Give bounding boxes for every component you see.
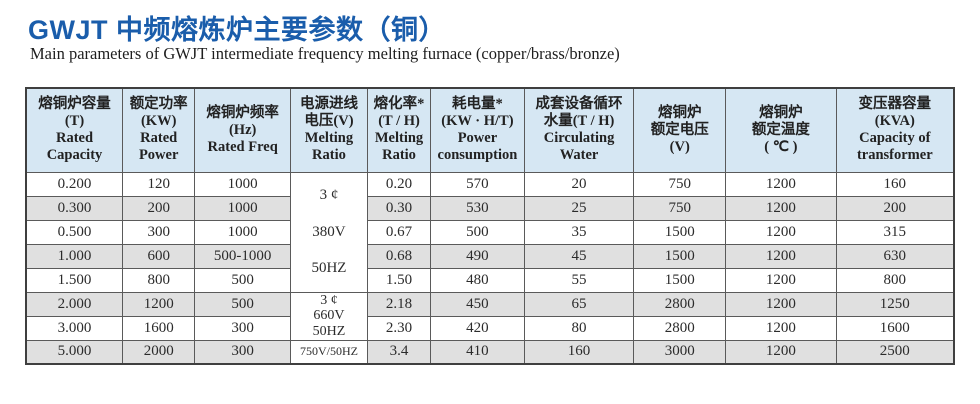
table-cell: 55 [523, 267, 635, 293]
table-cell: 1200 [121, 291, 196, 317]
table-cell: 200 [121, 195, 196, 221]
table-header-row: 熔铜炉容量 (T) Rated Capacity 额定功率 (KW) Rated… [25, 87, 955, 173]
table-row: 3.000 1600 300 2.30 420 80 2800 1200 160… [25, 315, 955, 341]
table-cell: 3.4 [366, 339, 432, 365]
table-cell: 600 [121, 243, 196, 269]
table-cell: 1200 [725, 267, 837, 293]
table-cell: 300 [121, 219, 196, 245]
table-cell: 1600 [121, 315, 196, 341]
table-cell: 500 [194, 267, 291, 293]
table-cell: 2000 [121, 339, 196, 365]
column-header-rated-capacity: 熔铜炉容量 (T) Rated Capacity [25, 87, 123, 173]
table-cell: 1200 [725, 195, 837, 221]
table-row: 1.500 800 500 1.50 480 55 1500 1200 800 [25, 267, 955, 293]
table-cell: 570 [430, 171, 525, 197]
table-cell: 35 [523, 219, 635, 245]
table-cell: 315 [835, 219, 955, 245]
table-cell: 2.000 [25, 291, 123, 317]
table-cell: 120 [121, 171, 196, 197]
table-cell: 750 [633, 171, 727, 197]
column-header-rated-freq: 熔铜炉频率 (Hz) Rated Freq [194, 87, 291, 173]
table-cell: 500 [430, 219, 525, 245]
table-cell: 2800 [633, 291, 727, 317]
table-cell: 1.000 [25, 243, 123, 269]
table-cell: 1200 [725, 315, 837, 341]
table-cell: 0.68 [366, 243, 432, 269]
page-subtitle: Main parameters of GWJT intermediate fre… [30, 44, 620, 63]
table-cell: 65 [523, 291, 635, 317]
table-cell: 480 [430, 267, 525, 293]
table-cell: 300 [194, 339, 291, 365]
table-cell: 0.500 [25, 219, 123, 245]
table-row: 0.200 120 1000 3 ¢ 380V 50HZ 0.20 570 20… [25, 171, 955, 293]
table-cell: 2500 [835, 339, 955, 365]
table-cell: 420 [430, 315, 525, 341]
table-cell: 530 [430, 195, 525, 221]
table-cell: 5.000 [25, 339, 123, 365]
table-cell: 3000 [633, 339, 727, 365]
column-header-rated-temperature: 熔铜炉 额定温度 ( ℃ ) [725, 87, 837, 173]
table-row: 1.000 600 500-1000 0.68 490 45 1500 1200… [25, 243, 955, 269]
table-cell: 410 [430, 339, 525, 365]
table-cell: 750 [633, 195, 727, 221]
column-header-melting-ratio: 熔化率* (T / H) Melting Ratio [366, 87, 432, 173]
table-cell: 1500 [633, 219, 727, 245]
column-header-rated-voltage: 熔铜炉 额定电压 (V) [633, 87, 727, 173]
table-row: 2.000 1200 500 3 ¢ 660V 50HZ 2.18 450 65… [25, 291, 955, 341]
table-cell: 630 [835, 243, 955, 269]
table-cell: 1500 [633, 267, 727, 293]
table-cell: 160 [835, 171, 955, 197]
table-cell: 500 [194, 291, 291, 317]
voltage-cell-380v: 3 ¢ 380V 50HZ [289, 171, 368, 293]
column-header-line-voltage: 电源进线 电压(V) Melting Ratio [289, 87, 368, 173]
table-cell: 1500 [633, 243, 727, 269]
table-cell: 1250 [835, 291, 955, 317]
voltage-cell-660v: 3 ¢ 660V 50HZ [289, 291, 368, 341]
table-cell: 0.67 [366, 219, 432, 245]
table-cell: 0.300 [25, 195, 123, 221]
table-cell: 3.000 [25, 315, 123, 341]
table-cell: 1200 [725, 291, 837, 317]
table-cell: 2.18 [366, 291, 432, 317]
table-cell: 45 [523, 243, 635, 269]
table-cell: 1000 [194, 219, 291, 245]
table-cell: 800 [121, 267, 196, 293]
table-cell: 160 [523, 339, 635, 365]
table-cell: 25 [523, 195, 635, 221]
table-cell: 1200 [725, 219, 837, 245]
column-header-transformer-capacity: 变压器容量 (KVA) Capacity of transformer [835, 87, 955, 173]
table-row: 0.500 300 1000 0.67 500 35 1500 1200 315 [25, 219, 955, 245]
table-cell: 300 [194, 315, 291, 341]
table-cell: 0.30 [366, 195, 432, 221]
table-cell: 2.30 [366, 315, 432, 341]
table-cell: 0.20 [366, 171, 432, 197]
table-cell: 0.200 [25, 171, 123, 197]
table-cell: 1200 [725, 243, 837, 269]
table-cell: 80 [523, 315, 635, 341]
table-cell: 490 [430, 243, 525, 269]
table-row: 0.300 200 1000 0.30 530 25 750 1200 200 [25, 195, 955, 221]
table-cell: 200 [835, 195, 955, 221]
spec-table: 熔铜炉容量 (T) Rated Capacity 额定功率 (KW) Rated… [25, 87, 955, 365]
column-header-power-consumption: 耗电量* (KW · H/T) Power consumption [430, 87, 525, 173]
table-cell: 1200 [725, 171, 837, 197]
column-header-rated-power: 额定功率 (KW) Rated Power [121, 87, 196, 173]
voltage-cell-750v: 750V/50HZ [289, 339, 368, 365]
table-cell: 1000 [194, 195, 291, 221]
table-cell: 1600 [835, 315, 955, 341]
table-cell: 1.50 [366, 267, 432, 293]
table-cell: 450 [430, 291, 525, 317]
table-cell: 1.500 [25, 267, 123, 293]
column-header-circulating-water: 成套设备循环 水量(T / H) Circulating Water [523, 87, 635, 173]
page-title: GWJT 中频熔炼炉主要参数（铜） [28, 15, 446, 45]
table-cell: 2800 [633, 315, 727, 341]
table-row: 5.000 2000 300 750V/50HZ 3.4 410 160 300… [25, 339, 955, 365]
table-cell: 500-1000 [194, 243, 291, 269]
table-cell: 800 [835, 267, 955, 293]
table-cell: 20 [523, 171, 635, 197]
table-cell: 1200 [725, 339, 837, 365]
table-cell: 1000 [194, 171, 291, 197]
